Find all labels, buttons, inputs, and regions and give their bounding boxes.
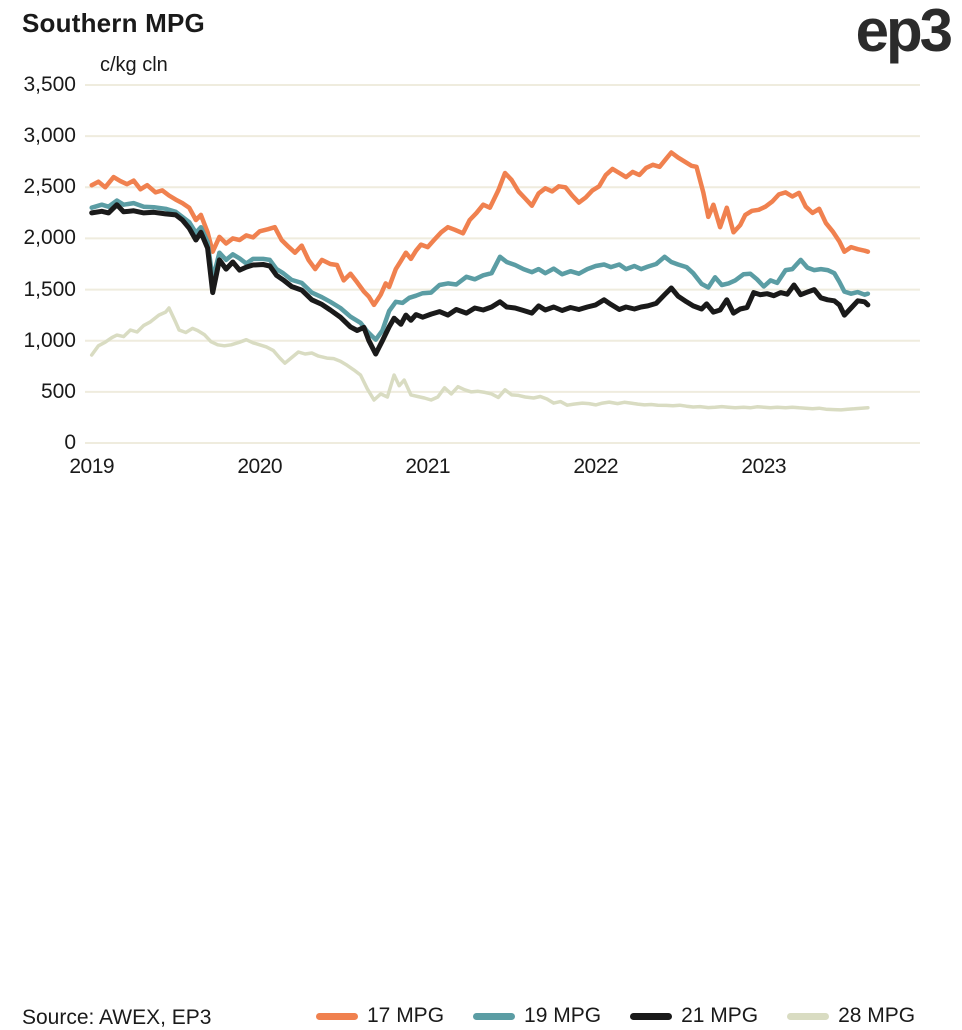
line-chart bbox=[85, 84, 920, 444]
legend-item-21-mpg[interactable]: 21 MPG bbox=[630, 1004, 758, 1028]
y-tick-label: 1,500 bbox=[23, 277, 76, 301]
y-tick-label: 2,500 bbox=[23, 175, 76, 199]
y-tick-label: 1,000 bbox=[23, 328, 76, 352]
legend-label: 21 MPG bbox=[681, 1004, 759, 1027]
legend-swatch-28-mpg bbox=[787, 1012, 830, 1020]
series-line-17-mpg bbox=[89, 150, 871, 308]
series-line-21-mpg bbox=[89, 202, 871, 357]
legend-swatch-19-mpg bbox=[473, 1012, 516, 1020]
legend-swatch-17-mpg bbox=[316, 1012, 358, 1020]
series-line-28-mpg bbox=[89, 306, 870, 412]
series-lines bbox=[89, 150, 871, 412]
y-axis-unit-label: c/kg cln bbox=[100, 54, 168, 76]
y-tick-label: 0 bbox=[64, 431, 76, 454]
legend: 17 MPG 19 MPG 21 MPG 28 MPG bbox=[316, 1004, 915, 1028]
series-line-19-mpg bbox=[89, 198, 871, 342]
legend-item-28-mpg[interactable]: 28 MPG bbox=[787, 1004, 915, 1028]
gridlines bbox=[85, 84, 920, 444]
x-tick-label: 2023 bbox=[741, 455, 787, 478]
x-tick-label: 2022 bbox=[573, 455, 619, 478]
y-tick-label: 2,000 bbox=[23, 226, 76, 250]
y-tick-label: 3,000 bbox=[23, 124, 76, 148]
legend-label: 19 MPG bbox=[524, 1004, 602, 1027]
y-tick-label: 3,500 bbox=[23, 73, 76, 96]
legend-item-17-mpg[interactable]: 17 MPG bbox=[316, 1004, 444, 1028]
legend-swatch-21-mpg bbox=[630, 1012, 673, 1020]
legend-item-19-mpg[interactable]: 19 MPG bbox=[473, 1004, 601, 1028]
legend-label: 28 MPG bbox=[838, 1004, 916, 1027]
page-title: Southern MPG bbox=[22, 8, 205, 38]
legend-label: 17 MPG bbox=[367, 1004, 445, 1027]
x-tick-label: 2021 bbox=[405, 455, 451, 478]
x-tick-label: 2019 bbox=[69, 455, 115, 478]
x-tick-label: 2020 bbox=[237, 455, 283, 478]
ep3-logo: ep3 bbox=[855, 0, 953, 64]
source-text: Source: AWEX, EP3 bbox=[22, 1006, 212, 1029]
y-tick-label: 500 bbox=[40, 379, 76, 403]
footer: Source: AWEX, EP3 17 MPG 19 MPG 21 MPG 2… bbox=[0, 501, 962, 1029]
